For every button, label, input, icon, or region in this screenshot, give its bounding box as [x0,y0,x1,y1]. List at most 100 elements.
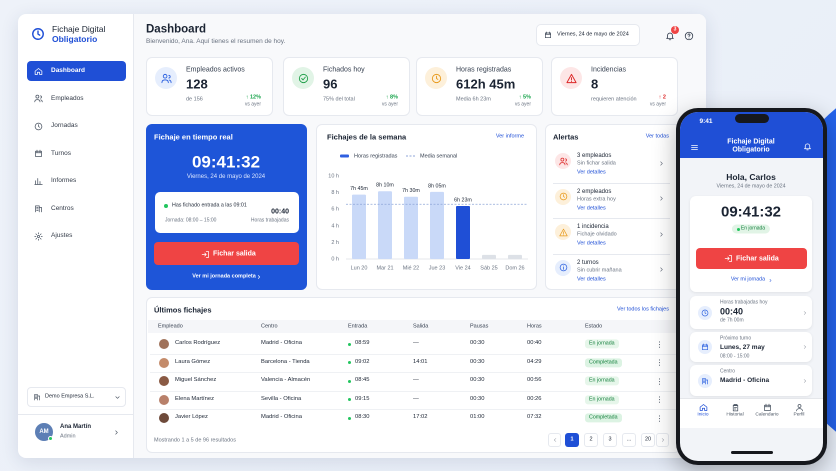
phone-clock-card [690,196,812,292]
phone-card-icon-bg [698,340,712,354]
table-header-bg [148,320,679,333]
phone-tab-label[interactable]: Perfil [793,412,805,418]
page-button[interactable] [622,433,636,447]
icon-path [559,192,567,201]
nav-label[interactable]: Centros [51,204,74,212]
page-label[interactable]: 3 [608,436,612,443]
icon-warn [565,73,577,83]
clock-shift: Jornada: 08:00 – 15:00 [165,217,217,224]
alert-link[interactable]: Ver detalles [577,275,606,282]
page-button[interactable] [603,433,617,447]
phone-fichar-button[interactable] [696,248,807,269]
icon-path [763,403,771,411]
column-header: Empleado [158,322,183,329]
stat-value: 612h 45m [456,76,516,92]
alerts-link[interactable]: Ver todas [645,133,669,140]
icon-path [553,438,556,442]
clock-link[interactable]: Ver mi jornada completa [192,273,256,280]
nav-label[interactable]: Dashboard [51,66,85,74]
stat-note: de 156 [186,96,203,103]
stat-trend: ↑ 8% [385,94,398,101]
next-button[interactable] [656,433,669,447]
icon-path [34,149,42,157]
icon-cal [34,149,42,157]
page-label[interactable]: 20 [644,436,652,443]
fichar-salida-button[interactable] [154,242,299,265]
phone-date: Viernes, 24 de mayo de 2024 [716,183,786,190]
bar [456,206,470,259]
page-button[interactable] [565,433,579,447]
alert-desc: Sin fichar salida [577,160,616,167]
icon-path [659,196,663,201]
y-tick-label: 2 h [331,240,339,246]
entry-dot [348,379,351,383]
phone-button-label[interactable]: Fichar salida [736,255,779,262]
date-label[interactable]: Viernes, 24 de mayo de 2024 [557,31,629,38]
page-label[interactable]: 1 [570,436,574,443]
entry-dot [348,342,351,346]
alert-link[interactable]: Ver detalles [577,240,606,247]
alert-link[interactable]: Ver detalles [577,204,606,211]
y-tick-label: 6 h [331,207,339,213]
phone-tab-label[interactable]: Calendario [755,412,779,418]
legend-label: Media semanal [420,153,457,159]
icon-building [34,205,42,213]
cell: Miguel Sánchez [175,377,217,384]
icon-path [666,32,674,41]
cell: Sevilla - Oficina [261,395,302,402]
sidebar-footer-divider [18,414,133,415]
alert-divider [553,182,670,184]
phone-link[interactable]: Ver mi jornada [730,276,766,283]
cell: 00:26 [527,395,542,402]
icon-path [804,378,806,383]
column-header: Pausas [470,322,489,329]
icon-path [804,345,806,349]
icon-path [565,73,577,83]
icon-clock [431,73,441,83]
icon-path [803,143,811,150]
icon-path [114,395,120,399]
nav-item[interactable] [27,61,126,81]
sidebar-divider [133,14,134,458]
value-label: 7h 45m [350,186,368,192]
page-button[interactable] [584,433,598,447]
company-select[interactable] [27,387,126,407]
stat-note: 75% del total [323,96,355,103]
icon-path [34,394,40,401]
phone-clock: 09:41:32 [720,203,782,221]
date-picker[interactable] [536,24,640,46]
stat-note: Media 6h 23m [456,96,491,103]
icon-users [160,73,172,83]
alert-link[interactable]: Ver detalles [577,169,606,176]
table-link[interactable]: Ver todos los fichajes [617,306,669,313]
icon-path [732,403,738,411]
company-name[interactable]: Demo Empresa S.L. [45,393,95,400]
phone-card-note: de 7h 00m [720,317,744,324]
icon-path [257,275,261,279]
nav-label[interactable]: Ajustes [51,231,73,239]
icon-exit [724,255,732,262]
icon-path [702,343,708,350]
page-label[interactable]: ... [626,436,632,443]
nav-label[interactable]: Informes [51,176,77,184]
icon-right [114,429,118,435]
nav-label[interactable]: Jornadas [51,121,78,129]
icon-dots [658,414,660,422]
button-label[interactable]: Fichar salida [213,250,256,258]
page-button[interactable] [641,433,655,447]
nav-label[interactable]: Turnos [51,149,71,157]
prev-button[interactable] [548,433,561,447]
column-header: Estado [585,322,603,329]
icon-path [545,31,551,38]
page-label[interactable]: 2 [589,436,593,443]
pagination-summary: Mostrando 1 a 5 de 96 resultados [154,437,236,444]
icon-left [553,438,556,442]
phone-tab-label[interactable]: Historial [726,412,744,418]
nav-label[interactable]: Empleados [51,94,84,102]
table-title: Últimos fichajes [154,305,212,315]
status-badge: Completada [585,357,622,368]
chart-link[interactable]: Ver informe [495,133,524,140]
phone-tab-label[interactable]: Inicio [697,412,709,418]
bar [482,254,496,259]
